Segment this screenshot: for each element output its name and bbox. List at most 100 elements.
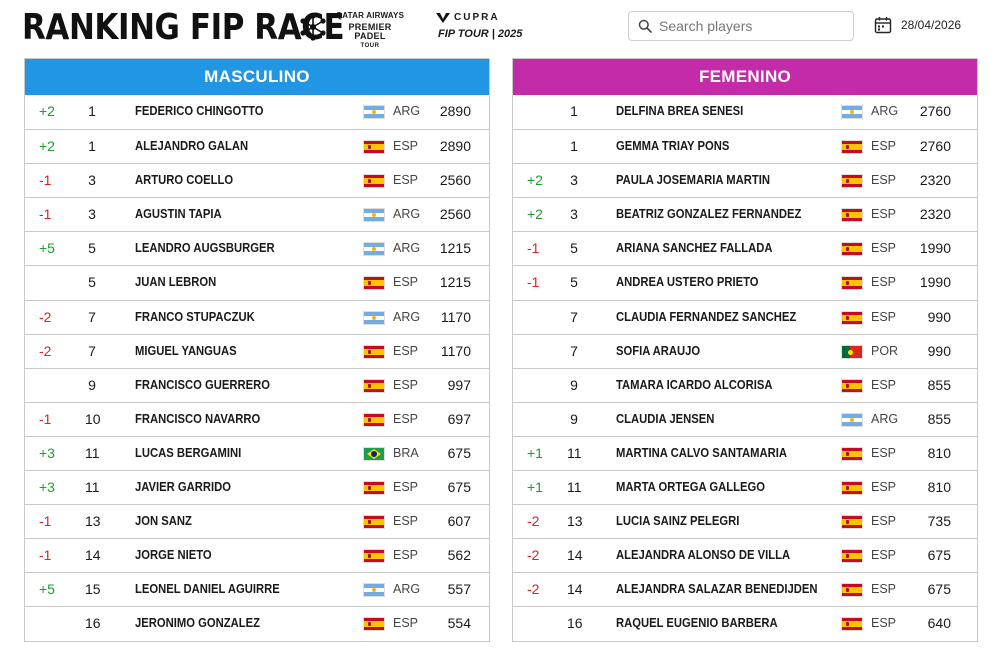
table-row[interactable]: 5 JUAN LEBRON ESP 1215 (25, 265, 489, 299)
table-row[interactable]: -2 14 ALEJANDRA SALAZAR BENEDIJDEN ESP 675 (513, 572, 977, 606)
table-row[interactable]: -1 3 AGUSTIN TAPIA ARG 2560 (25, 197, 489, 231)
table-row[interactable]: +2 3 PAULA JOSEMARIA MARTIN ESP 2320 (513, 163, 977, 197)
player-points: 997 (447, 376, 471, 393)
player-name[interactable]: RAQUEL EUGENIO BARBERA (616, 616, 778, 631)
player-name[interactable]: LUCIA SAINZ PELEGRI (616, 514, 740, 529)
esp-flag-icon (841, 515, 863, 530)
table-row[interactable]: 1 DELFINA BREA SENESI ARG 2760 (513, 95, 977, 129)
arg-flag-icon (363, 105, 385, 119)
player-points: 735 (927, 513, 951, 530)
table-row[interactable]: 1 GEMMA TRIAY PONS ESP 2760 (513, 129, 977, 163)
country-code: POR (871, 343, 899, 358)
country-code: ESP (871, 173, 897, 188)
table-row[interactable]: -1 3 ARTURO COELLO ESP 2560 (25, 163, 489, 197)
table-row[interactable]: -1 14 JORGE NIETO ESP 562 (25, 538, 489, 572)
table-row[interactable]: 16 RAQUEL EUGENIO BARBERA ESP 640 (513, 606, 977, 640)
table-row[interactable]: 7 CLAUDIA FERNANDEZ SANCHEZ ESP 990 (513, 299, 977, 334)
ranking-change: -1 (39, 206, 52, 223)
table-row[interactable]: 9 TAMARA ICARDO ALCORISA ESP 855 (513, 367, 977, 402)
table-row[interactable]: +1 11 MARTA ORTEGA GALLEGO ESP 810 (513, 470, 977, 504)
esp-flag-icon (841, 242, 863, 257)
player-name[interactable]: LEONEL DANIEL AGUIRRE (135, 582, 280, 597)
country-code: ARG (393, 241, 421, 256)
country-code: ESP (871, 309, 897, 324)
player-name[interactable]: LUCAS BERGAMINI (135, 445, 242, 460)
player-points: 1215 (439, 274, 471, 291)
player-name[interactable]: TAMARA ICARDO ALCORISA (616, 377, 773, 392)
ranking-position: 13 (567, 513, 583, 530)
player-name[interactable]: JON SANZ (135, 514, 192, 529)
player-name[interactable]: SOFIA ARAUJO (616, 343, 701, 358)
table-row[interactable]: +3 11 LUCAS BERGAMINI BRA 675 (25, 435, 489, 470)
table-row[interactable]: -2 7 MIGUEL YANGUAS ESP 1170 (25, 333, 489, 368)
player-name[interactable]: LEANDRO AUGSBURGER (135, 241, 275, 256)
table-row[interactable]: +1 11 MARTINA CALVO SANTAMARIA ESP 810 (513, 435, 977, 470)
player-name[interactable]: JERONIMO GONZALEZ (135, 616, 261, 631)
country-code: ESP (393, 343, 419, 358)
masculino-rows: +2 1 FEDERICO CHINGOTTO ARG 2890 +2 1 ALEJANDRO… (25, 95, 489, 641)
player-name[interactable]: MIGUEL YANGUAS (135, 343, 237, 358)
table-row[interactable]: +3 11 JAVIER GARRIDO ESP 675 (25, 470, 489, 504)
country-code: ARG (393, 207, 421, 222)
table-row[interactable]: -1 5 ARIANA SANCHEZ FALLADA ESP 1990 (513, 231, 977, 265)
player-points: 675 (927, 547, 951, 564)
table-row[interactable]: -2 7 FRANCO STUPACZUK ARG 1170 (25, 299, 489, 334)
table-row[interactable]: -2 13 LUCIA SAINZ PELEGRI ESP 735 (513, 504, 977, 538)
player-name[interactable]: AGUSTIN TAPIA (135, 207, 222, 222)
country-code: ARG (393, 104, 421, 118)
table-row[interactable]: +5 5 LEANDRO AUGSBURGER ARG 1215 (25, 231, 489, 265)
player-name[interactable]: ARIANA SANCHEZ FALLADA (616, 241, 773, 256)
table-row[interactable]: +5 15 LEONEL DANIEL AGUIRRE ARG 557 (25, 572, 489, 606)
table-row[interactable]: -1 13 JON SANZ ESP 607 (25, 504, 489, 538)
premier-padel-logo: QATAR AIRWAYS PREMIER PADEL TOUR (298, 10, 410, 49)
table-row[interactable]: -1 10 FRANCISCO NAVARRO ESP 697 (25, 401, 489, 436)
country-code: ESP (871, 445, 897, 460)
table-row[interactable]: +2 3 BEATRIZ GONZALEZ FERNANDEZ ESP 2320 (513, 197, 977, 231)
player-name[interactable]: GEMMA TRIAY PONS (616, 139, 730, 154)
player-name[interactable]: CLAUDIA FERNANDEZ SANCHEZ (616, 309, 797, 324)
player-name[interactable]: FRANCO STUPACZUK (135, 309, 255, 324)
table-row[interactable]: -1 5 ANDREA USTERO PRIETO ESP 1990 (513, 265, 977, 299)
ranking-position: 14 (567, 581, 583, 598)
player-name[interactable]: BEATRIZ GONZALEZ FERNANDEZ (616, 207, 802, 222)
player-name[interactable]: DELFINA BREA SENESI (616, 104, 744, 118)
player-name[interactable]: JAVIER GARRIDO (135, 480, 232, 495)
search-input[interactable] (659, 16, 847, 36)
ranking-position: 13 (85, 513, 101, 530)
ranking-position: 15 (85, 581, 101, 598)
search-box[interactable] (628, 11, 854, 41)
player-name[interactable]: MARTINA CALVO SANTAMARIA (616, 445, 788, 460)
table-row[interactable]: 9 CLAUDIA JENSEN ARG 855 (513, 401, 977, 436)
country-code: ESP (871, 207, 897, 222)
player-name[interactable]: ARTURO COELLO (135, 173, 234, 188)
table-row[interactable]: +2 1 FEDERICO CHINGOTTO ARG 2890 (25, 95, 489, 129)
player-name[interactable]: FRANCISCO GUERRERO (135, 377, 271, 392)
table-row[interactable]: +2 1 ALEJANDRO GALAN ESP 2890 (25, 129, 489, 163)
player-name[interactable]: ALEJANDRA ALONSO DE VILLA (616, 548, 791, 563)
player-name[interactable]: ALEJANDRO GALAN (135, 139, 249, 154)
table-row[interactable]: -2 14 ALEJANDRA ALONSO DE VILLA ESP 675 (513, 538, 977, 572)
player-name[interactable]: FEDERICO CHINGOTTO (135, 104, 264, 118)
player-points: 2320 (919, 206, 951, 223)
player-name[interactable]: CLAUDIA JENSEN (616, 411, 715, 426)
player-name[interactable]: JORGE NIETO (135, 548, 212, 563)
player-points: 2760 (919, 138, 951, 155)
ranking-position: 16 (85, 615, 101, 632)
player-name[interactable]: FRANCISCO NAVARRO (135, 411, 261, 426)
player-name[interactable]: MARTA ORTEGA GALLEGO (616, 480, 765, 495)
ranking-change: +5 (39, 240, 55, 257)
table-row[interactable]: 7 SOFIA ARAUJO POR 990 (513, 333, 977, 368)
por-flag-icon (841, 344, 863, 359)
table-row[interactable]: 16 JERONIMO GONZALEZ ESP 554 (25, 606, 489, 640)
player-points: 2890 (439, 138, 471, 155)
table-row[interactable]: 9 FRANCISCO GUERRERO ESP 997 (25, 367, 489, 402)
ranking-change: -1 (39, 172, 52, 189)
country-code: ESP (871, 241, 897, 256)
country-code: ARG (871, 411, 899, 426)
esp-flag-icon (841, 617, 863, 632)
player-name[interactable]: ANDREA USTERO PRIETO (616, 275, 759, 290)
cupra-brand-text: CUPRA (454, 12, 500, 23)
player-name[interactable]: JUAN LEBRON (135, 275, 217, 290)
player-name[interactable]: ALEJANDRA SALAZAR BENEDIJDEN (616, 582, 818, 597)
player-name[interactable]: PAULA JOSEMARIA MARTIN (616, 173, 770, 188)
